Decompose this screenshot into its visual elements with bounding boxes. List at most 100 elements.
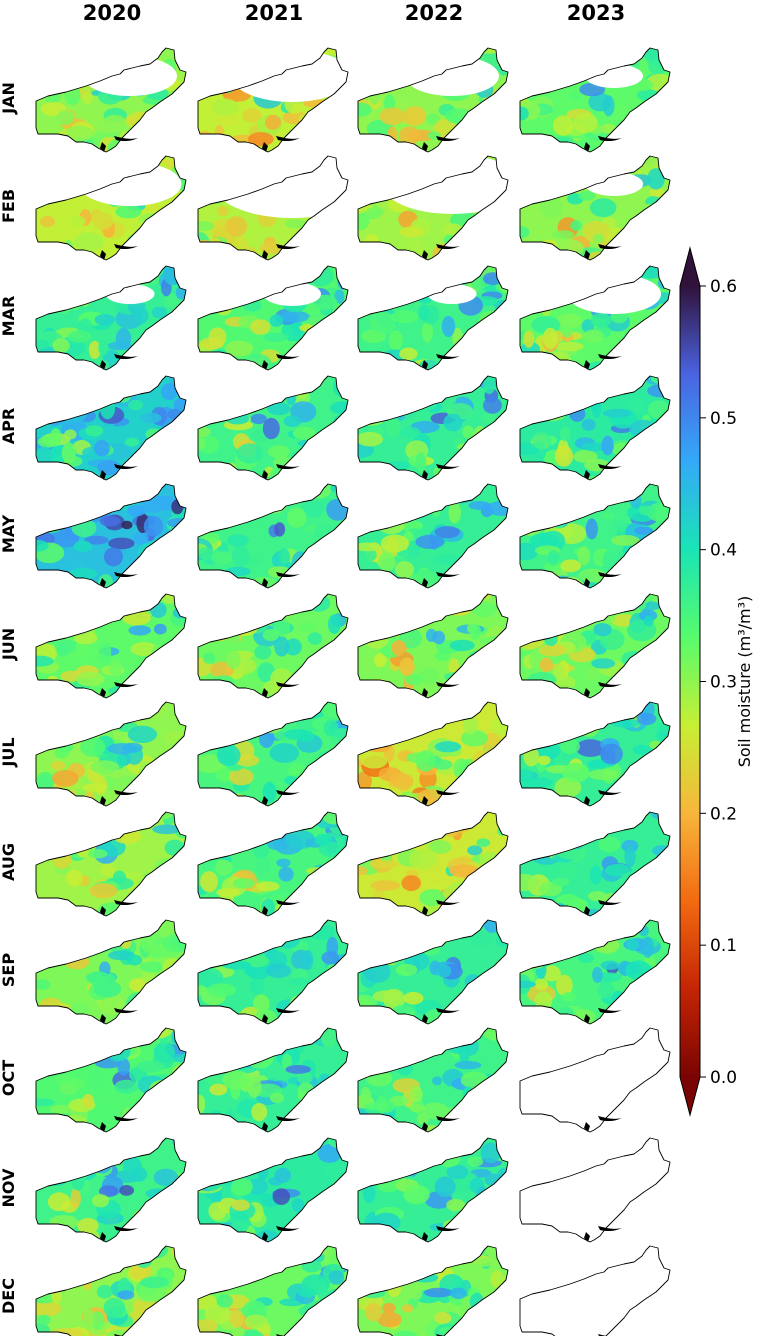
moisture-patch [585,518,598,540]
moisture-patch [216,1294,233,1308]
moisture-patch [475,1115,492,1126]
moisture-patch [254,645,272,660]
moisture-patch [274,522,286,537]
moisture-patch [296,235,318,252]
moisture-patch [653,772,665,793]
moisture-patch [38,1175,67,1185]
snow-mask [263,282,321,306]
moisture-patch [530,297,557,311]
moisture-patch [137,562,160,577]
moisture-patch [44,408,66,426]
moisture-patch [36,655,54,667]
moisture-patch [268,1259,286,1268]
row-title-apr: APR [0,408,18,444]
moisture-patch [36,679,53,698]
moisture-patch [630,397,645,413]
moisture-patch [341,122,348,133]
moisture-patch [652,648,665,669]
long-island-shape [598,790,622,796]
moisture-patch [66,721,94,738]
moisture-patch [198,897,209,911]
moisture-patch [250,413,267,425]
region-outline [357,265,509,371]
moisture-patch [198,1293,218,1310]
moisture-patch [248,1028,277,1040]
moisture-patch [591,272,621,282]
moisture-patch [361,489,374,500]
moisture-patch [387,274,408,293]
moisture-patch [606,50,634,63]
moisture-patch [403,604,425,620]
moisture-patch [167,142,186,152]
moisture-patch [172,750,186,767]
moisture-patch [291,889,321,901]
moisture-patch [358,1266,373,1282]
moisture-patch [231,158,248,180]
moisture-patch [160,383,179,401]
moisture-patch [402,1304,414,1313]
moisture-patch [93,1144,114,1167]
moisture-patch [198,1227,213,1238]
moisture-patch [244,156,256,172]
soil-moisture-field [36,812,186,916]
moisture-patch [302,950,314,971]
region-outline [35,1137,187,1243]
moisture-patch [358,1038,376,1056]
moisture-patch [322,461,348,480]
moisture-patch [549,812,573,827]
moisture-patch [424,710,449,725]
moisture-patch [94,929,115,948]
moisture-patch [228,768,254,786]
moisture-patch [48,723,73,745]
moisture-patch [446,156,458,168]
moisture-patch [92,1194,109,1208]
moisture-patch [71,57,83,68]
moisture-patch [569,91,582,101]
moisture-patch [52,338,70,353]
moisture-patch [255,48,275,63]
row-title-feb: FEB [0,189,18,223]
long-island-shape [114,136,138,142]
moisture-patch [465,253,495,260]
moisture-patch [327,656,345,668]
moisture-patch [245,955,270,968]
moisture-patch [598,836,621,853]
moisture-patch [478,117,504,133]
long-island-shape [276,900,300,906]
moisture-patch [366,830,390,851]
moisture-patch [491,323,506,335]
moisture-patch [198,75,216,87]
moisture-patch [238,609,260,628]
moisture-patch [36,904,45,915]
region-outline [519,155,671,261]
moisture-patch [198,569,209,587]
moisture-patch [499,1246,508,1260]
moisture-patch [311,1096,342,1117]
moisture-patch [496,233,508,252]
moisture-patch [143,108,170,131]
moisture-patch [289,995,305,1018]
moisture-patch [238,1138,250,1155]
moisture-patch [452,818,466,830]
moisture-patch [659,137,670,152]
moisture-patch [167,780,183,795]
moisture-patch [198,597,209,617]
moisture-patch [454,1138,480,1155]
moisture-patch [317,1280,328,1303]
moisture-patch [128,978,146,992]
moisture-patch [48,1122,67,1132]
moisture-patch [148,241,174,255]
moisture-patch [46,1166,69,1187]
moisture-patch [636,712,657,725]
moisture-patch [641,562,655,583]
moisture-patch [36,156,45,164]
delmarva-shape [100,142,106,152]
moisture-patch [171,988,186,1004]
moisture-patch [200,685,217,698]
moisture-patch [242,934,254,945]
long-island-shape [114,682,138,688]
moisture-patch [64,125,94,142]
moisture-patch [520,842,527,856]
moisture-patch [62,172,89,193]
moisture-patch [366,1058,385,1075]
